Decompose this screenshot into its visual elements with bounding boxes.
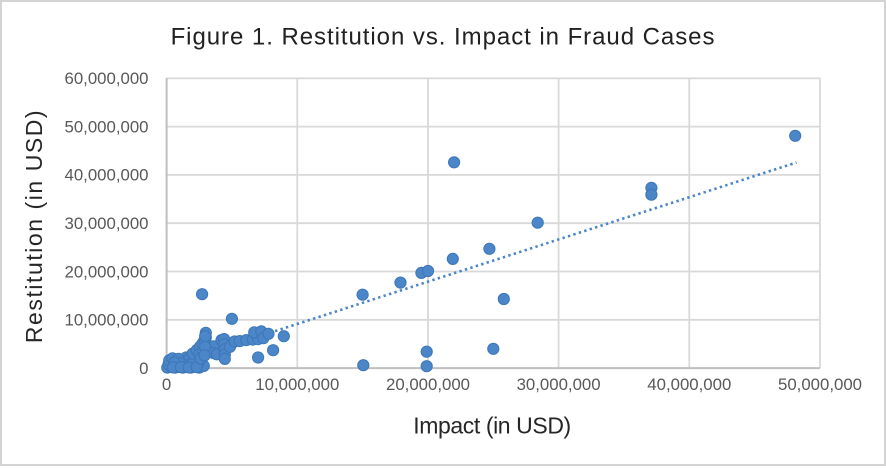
svg-text:50,000,000: 50,000,000 [65, 117, 149, 136]
svg-text:20,000,000: 20,000,000 [386, 375, 470, 394]
svg-text:10,000,000: 10,000,000 [255, 375, 339, 394]
svg-text:40,000,000: 40,000,000 [65, 166, 149, 185]
svg-text:0: 0 [162, 375, 171, 394]
svg-text:60,000,000: 60,000,000 [65, 69, 149, 88]
svg-text:Restitution (in USD): Restitution (in USD) [21, 109, 47, 343]
svg-text:Impact (in USD): Impact (in USD) [413, 413, 571, 439]
svg-text:50,000,000: 50,000,000 [778, 375, 862, 394]
svg-text:20,000,000: 20,000,000 [65, 262, 149, 281]
svg-text:40,000,000: 40,000,000 [647, 375, 731, 394]
svg-text:30,000,000: 30,000,000 [517, 375, 601, 394]
svg-text:30,000,000: 30,000,000 [65, 214, 149, 233]
svg-text:0: 0 [139, 359, 148, 378]
svg-text:10,000,000: 10,000,000 [65, 311, 149, 330]
svg-text:Figure 1. Restitution vs. Impa: Figure 1. Restitution vs. Impact in Frau… [171, 23, 716, 50]
